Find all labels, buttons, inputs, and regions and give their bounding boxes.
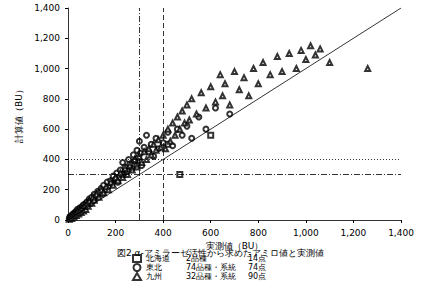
svg-text:74点: 74点: [248, 263, 266, 272]
svg-text:0: 0: [65, 228, 71, 238]
svg-text:1,000: 1,000: [34, 64, 60, 74]
svg-text:800: 800: [43, 94, 60, 104]
svg-text:1,200: 1,200: [341, 228, 367, 238]
svg-text:1,400: 1,400: [34, 3, 60, 13]
svg-text:2品種: 2品種: [186, 254, 208, 263]
svg-text:600: 600: [43, 124, 60, 134]
svg-text:0: 0: [54, 215, 60, 225]
svg-text:74品種・系統: 74品種・系統: [186, 263, 236, 272]
svg-text:32品種・系統: 32品種・系統: [186, 272, 236, 281]
svg-text:実測値（BU）: 実測値（BU）: [205, 241, 264, 252]
svg-text:図2 α-アミラーゼ活性から求めたアミロ値と実測値: 図2 α-アミラーゼ活性から求めたアミロ値と実測値: [117, 248, 324, 258]
svg-text:東北: 東北: [146, 263, 162, 272]
svg-text:90点: 90点: [248, 272, 266, 281]
svg-text:九州: 九州: [146, 272, 162, 281]
svg-text:計算値（BU）: 計算値（BU）: [14, 85, 24, 143]
svg-text:1,200: 1,200: [34, 33, 60, 43]
svg-text:200: 200: [43, 185, 60, 195]
svg-text:1,400: 1,400: [388, 228, 414, 238]
svg-text:600: 600: [202, 228, 219, 238]
svg-text:1,000: 1,000: [293, 228, 319, 238]
svg-text:400: 400: [155, 228, 172, 238]
svg-text:200: 200: [107, 228, 124, 238]
svg-text:北海道: 北海道: [146, 254, 170, 263]
svg-text:14点: 14点: [248, 254, 267, 263]
svg-text:800: 800: [250, 228, 267, 238]
svg-text:400: 400: [43, 154, 60, 164]
